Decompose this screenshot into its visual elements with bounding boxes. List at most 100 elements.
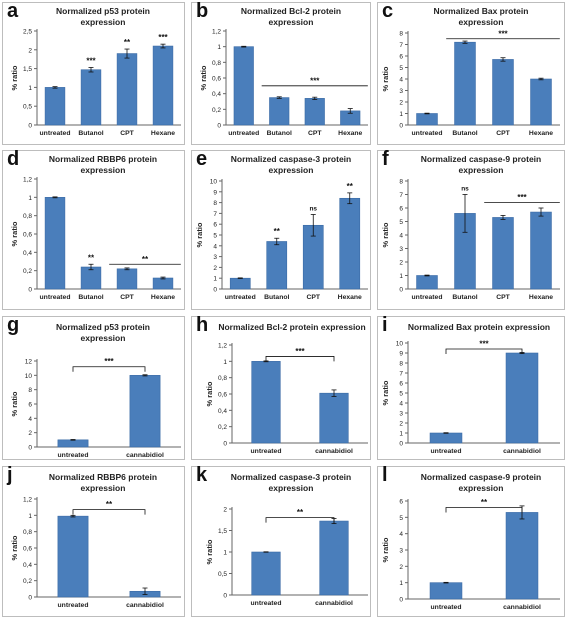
x-tick-label: cannabidiol — [126, 602, 164, 609]
bar-untreated — [251, 551, 281, 596]
x-tick-label: cannabidiol — [126, 452, 164, 459]
y-tick-label: 0 — [28, 123, 32, 130]
panel-d: 0 0,2 0,4 0,6 0,8 1 1,2 % ratio untreated Butanol… — [2, 148, 185, 310]
chart-svg-g: 0 2 4 6 8 10 12 % ratio untreated cannabidiol *** — [10, 357, 181, 459]
y-tick-label: 3 — [399, 88, 403, 95]
y-axis-label: % ratio — [195, 222, 204, 247]
bar-untreated — [57, 439, 89, 448]
bar-cannabidiol — [505, 352, 539, 444]
y-tick-label: 0,2 — [23, 268, 32, 275]
panel-k: 0 0,5 1 1,5 2 % ratio untreated cannabidiol ** N… — [191, 464, 371, 617]
y-tick-label: 0,4 — [23, 562, 32, 569]
y-tick-label: 5 — [399, 65, 403, 72]
y-tick-label: 2 — [399, 260, 403, 267]
y-tick-label: 6 — [399, 499, 403, 506]
y-tick-label: 4 — [399, 233, 403, 240]
significance-mark: *** — [158, 33, 168, 42]
x-tick-label: Hexane — [151, 294, 175, 301]
y-tick-label: 2 — [223, 507, 227, 514]
y-tick-label: 10 — [210, 179, 218, 186]
y-tick-label: 0 — [213, 287, 217, 294]
panel-letter-e: e — [196, 148, 208, 170]
chart-svg-h: 0 0,2 0,4 0,6 0,8 1 1,2 % ratio untreated cannabi… — [205, 343, 368, 455]
bar-cannabidiol — [319, 392, 349, 444]
title-g: Normalized p53 protein expression — [56, 322, 150, 343]
y-axis-label: % ratio — [205, 381, 214, 406]
panel-letter-d: d — [7, 148, 20, 170]
significance-mark: ** — [124, 38, 131, 47]
chart-svg-c: 0 1 2 3 4 5 6 7 8 % ratio untreated Butanol CPT Hexan… — [381, 29, 560, 137]
bar-hexane — [152, 277, 174, 290]
x-tick-label: untreated — [412, 294, 443, 301]
y-tick-label: 8 — [399, 361, 403, 368]
panel-e: 0 1 2 3 4 5 6 7 8 9 10 % ratio untreated Butanol ** CPT… — [191, 148, 371, 310]
y-tick-label: 7 — [399, 42, 403, 49]
panel-letter-l: l — [382, 464, 388, 486]
y-tick-label: 4 — [213, 243, 217, 250]
y-tick-label: 1 — [399, 580, 403, 587]
y-tick-label: 0,2 — [218, 424, 227, 431]
x-tick-label: untreated — [431, 448, 462, 455]
y-tick-label: 10 — [25, 373, 33, 380]
comparison-label: *** — [104, 357, 114, 366]
y-tick-label: 6 — [213, 222, 217, 229]
bar-untreated — [44, 87, 66, 126]
y-tick-label: 0,6 — [218, 392, 227, 399]
y-tick-label: 1 — [399, 111, 403, 118]
chart-svg-b: 0 0,2 0,4 0,6 0,8 1 1,2 % ratio untreated Butanol… — [199, 29, 368, 137]
y-tick-label: 5 — [399, 515, 403, 522]
y-tick-label: 2 — [213, 265, 217, 272]
y-tick-label: 0,5 — [23, 104, 32, 111]
y-axis-label: % ratio — [381, 537, 390, 562]
panel-letter-f: f — [382, 148, 389, 170]
bar-untreated — [429, 582, 463, 600]
chart-svg-e: 0 1 2 3 4 5 6 7 8 9 10 % ratio untreated Butanol ** CPT… — [195, 179, 368, 301]
chart-svg-l: 0 1 2 3 4 5 6 % ratio untreated cannabidiol ** — [381, 498, 560, 611]
y-tick-label: 6 — [28, 402, 32, 409]
panel-i: 0 1 2 3 4 5 6 7 8 9 10 % ratio untreated cannabidiol *… — [377, 314, 565, 460]
y-tick-label: 3 — [399, 548, 403, 555]
x-tick-label: CPT — [496, 130, 510, 137]
y-axis-label: % ratio — [381, 380, 390, 405]
y-axis-label: % ratio — [199, 65, 208, 90]
y-tick-label: 6 — [399, 54, 403, 61]
x-tick-label: cannabidiol — [503, 448, 541, 455]
y-tick-label: 5 — [399, 391, 403, 398]
y-tick-label: 1 — [28, 195, 32, 202]
bar-untreated — [251, 361, 281, 444]
title-i: Normalized Bax protein expression — [407, 322, 551, 332]
y-axis-label: % ratio — [10, 391, 19, 416]
bar-untreated — [429, 432, 463, 444]
title-l: Normalized caspase-9 protein expression — [420, 472, 542, 493]
y-tick-label: 0,2 — [212, 107, 221, 114]
y-tick-label: 8 — [399, 179, 403, 186]
x-tick-label: Hexane — [151, 130, 175, 137]
x-tick-label: Hexane — [338, 130, 362, 137]
y-tick-label: 0,5 — [218, 571, 227, 578]
bar-butanol — [80, 266, 102, 290]
title-e: Normalized caspase-3 protein expression — [230, 154, 352, 175]
y-tick-label: 8 — [28, 387, 32, 394]
y-tick-label: 4 — [399, 401, 403, 408]
x-tick-label: Hexane — [529, 294, 553, 301]
x-tick-label: Butanol — [452, 130, 477, 137]
y-tick-label: 3 — [213, 254, 217, 261]
y-tick-label: 1 — [217, 44, 221, 51]
y-tick-label: 1,5 — [218, 528, 227, 535]
y-tick-label: 9 — [213, 189, 217, 196]
y-tick-label: 0,8 — [23, 213, 32, 220]
x-tick-label: Butanol — [264, 294, 289, 301]
y-tick-label: 0 — [28, 595, 32, 602]
y-tick-label: 0,8 — [218, 375, 227, 382]
x-tick-label: untreated — [225, 294, 256, 301]
y-axis-label: % ratio — [205, 539, 214, 564]
bar-hexane — [530, 211, 552, 290]
y-tick-label: 4 — [399, 531, 403, 538]
bar-cpt — [304, 98, 325, 126]
title-h: Normalized Bcl-2 protein expression — [218, 322, 366, 332]
comparison-label: *** — [310, 76, 320, 85]
comparison-bracket — [265, 517, 335, 523]
title-k: Normalized caspase-3 protein expression — [230, 472, 352, 493]
x-tick-label: Butanol — [78, 130, 103, 137]
bar-cpt — [492, 217, 514, 290]
